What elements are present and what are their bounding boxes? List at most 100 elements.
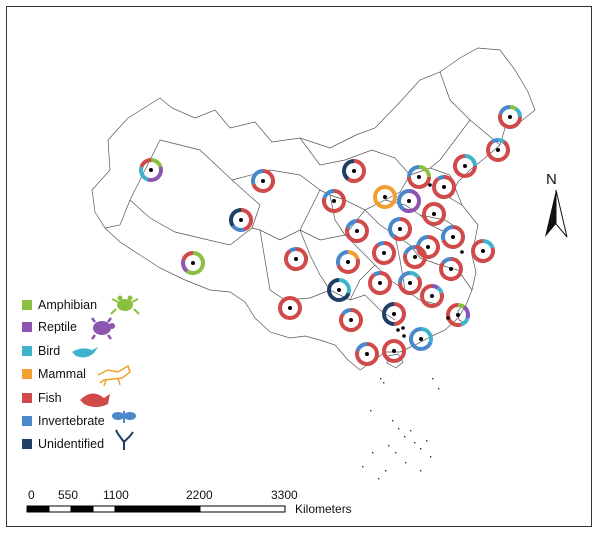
ring-segment-amphibian [185, 251, 205, 275]
point-marker [396, 328, 400, 332]
site-dot [383, 195, 387, 199]
ring-segment-fish [432, 175, 456, 199]
site-dot [378, 281, 382, 285]
island-dot [432, 378, 434, 380]
ring-segment-fish [382, 339, 406, 363]
site-dot [239, 218, 243, 222]
ring-segment-fish [346, 159, 366, 183]
ring-segment-fish [284, 247, 308, 271]
ring-segment-reptile [181, 259, 189, 273]
site-dot [392, 312, 396, 316]
site-dot [398, 227, 402, 231]
south-china-sea-islands [362, 378, 440, 480]
island-dot [438, 388, 440, 390]
ring-segment-mammal [347, 250, 360, 260]
scale-tick: 1100 [103, 488, 129, 502]
site-ring [388, 217, 412, 241]
ring-segment-invertebrate [388, 217, 401, 239]
site-dot [288, 306, 292, 310]
site-dot [463, 164, 467, 168]
site-dot [382, 251, 386, 255]
ring-segment-fish [403, 245, 427, 269]
ring-segment-reptile [401, 189, 421, 213]
site-dot [432, 212, 436, 216]
legend-item-invertebrate: Invertebrate [22, 412, 105, 430]
ring-segment-fish [393, 302, 406, 326]
legend-label: Unidentified [38, 437, 105, 451]
island-dot [410, 430, 412, 432]
site-ring [251, 169, 275, 193]
point-marker [402, 334, 406, 338]
site-ring [486, 138, 510, 162]
site-rings [139, 105, 522, 366]
site-dot [449, 267, 453, 271]
ring-segment-fish [420, 284, 444, 308]
ring-segment-fish [278, 296, 302, 320]
ring-segment-unidentified [342, 159, 355, 181]
site-ring [420, 284, 444, 308]
site-dot [332, 199, 336, 203]
site-ring [439, 257, 463, 281]
scale-tick: 550 [58, 488, 79, 502]
site-dot [508, 115, 512, 119]
ring-segment-fish [345, 219, 369, 243]
ring-segment-amphibian [150, 158, 163, 168]
site-dot [413, 255, 417, 259]
site-dot [419, 337, 423, 341]
ring-segment-fish [372, 241, 396, 265]
site-dot [346, 260, 350, 264]
ring-segment-bird [482, 239, 495, 249]
ring-segment-fish [339, 308, 363, 332]
site-dot [408, 281, 412, 285]
site-ring [446, 303, 470, 327]
island-dot [372, 452, 374, 454]
ring-segment-amphibian [418, 165, 431, 178]
swatch-bird [22, 346, 32, 356]
site-ring [441, 225, 465, 249]
site-ring [382, 339, 406, 363]
scale-tick: 3300 [271, 488, 298, 502]
site-ring [181, 251, 205, 275]
scale-tick: 0 [28, 488, 35, 502]
site-ring [372, 241, 396, 265]
swatch-mammal [22, 369, 32, 379]
site-dot [407, 199, 411, 203]
ring-segment-fish [240, 208, 253, 232]
ring-segment-bird [409, 271, 420, 279]
ring-segment-bird [436, 286, 444, 294]
ring-segment-bird [460, 317, 470, 327]
legend-item-unidentified: Unidentified [22, 435, 104, 453]
legend-label: Fish [38, 391, 62, 405]
island-dot [383, 382, 385, 384]
site-ring [355, 342, 379, 366]
site-ring [422, 202, 446, 226]
site-ring [409, 327, 433, 351]
legend-item-mammal: Mammal [22, 365, 86, 383]
hainan-outline [386, 353, 404, 369]
site-ring [336, 250, 360, 274]
site-dot [365, 352, 369, 356]
ring-segment-fish [368, 271, 392, 295]
ring-segment-fish [181, 251, 194, 261]
legend-label: Bird [38, 344, 61, 358]
ring-segment-fish [251, 169, 275, 193]
site-ring [278, 296, 302, 320]
swatch-reptile [22, 322, 32, 332]
ring-segment-reptile [147, 166, 163, 182]
island-dot [405, 462, 407, 464]
ring-segment-fish [498, 113, 522, 129]
site-ring [403, 245, 427, 269]
ring-segment-fish [422, 202, 446, 226]
site-ring [342, 159, 366, 183]
island-dot [392, 420, 394, 422]
point-marker [446, 316, 450, 320]
ring-segment-fish [322, 189, 346, 213]
legend-item-fish: Fish [22, 389, 62, 407]
ring-segment-invertebrate [341, 308, 352, 316]
ring-segment-unidentified [382, 302, 395, 326]
site-ring [382, 302, 406, 326]
site-dot [337, 288, 341, 292]
ring-segment-bird [514, 107, 522, 118]
legend-label: Reptile [38, 320, 77, 334]
